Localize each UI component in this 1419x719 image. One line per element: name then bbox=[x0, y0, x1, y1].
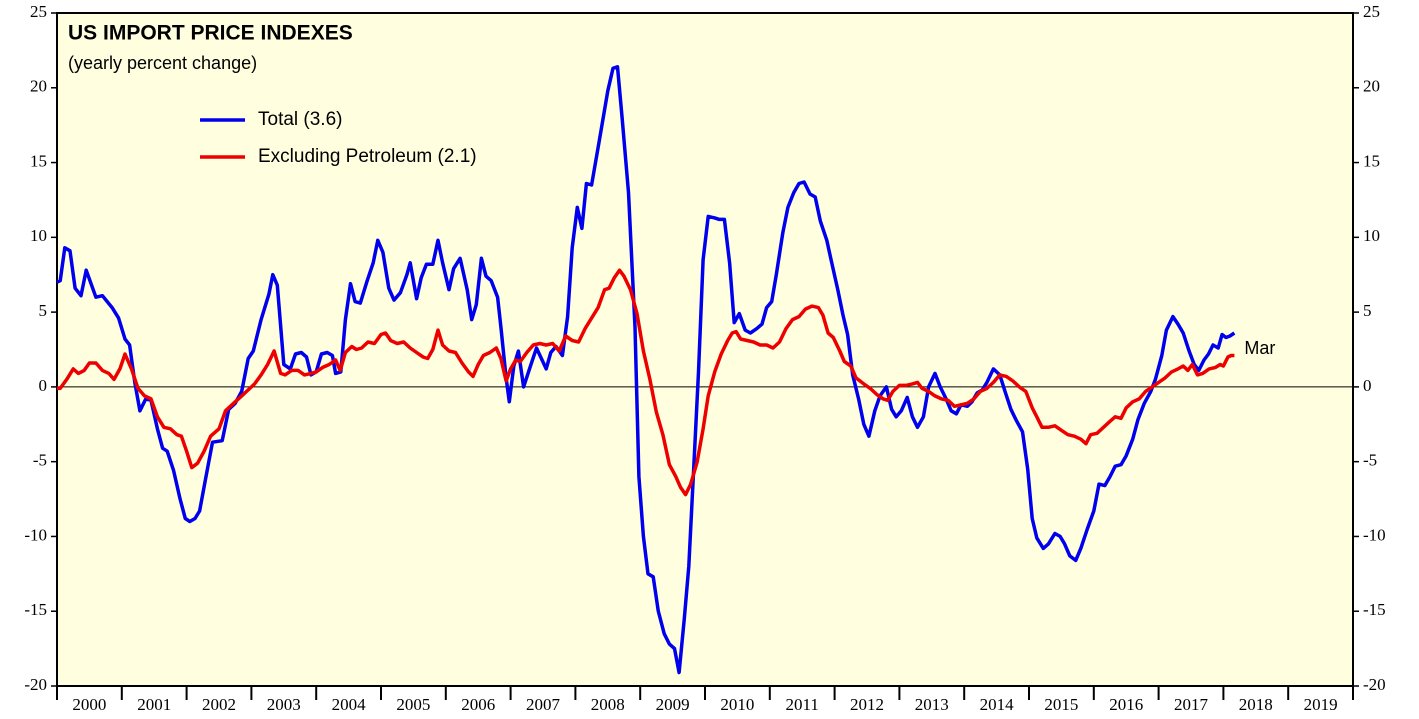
y2-tick-label: -10 bbox=[1363, 525, 1386, 544]
x-tick-label: 2012 bbox=[850, 695, 884, 714]
y-tick-label: 20 bbox=[30, 77, 47, 96]
y2-tick-label: 15 bbox=[1363, 151, 1380, 170]
y-tick-label: -15 bbox=[24, 600, 47, 619]
series-line bbox=[57, 268, 1235, 497]
x-tick-label: 2018 bbox=[1239, 695, 1273, 714]
chart-subtitle: (yearly percent change) bbox=[68, 53, 257, 73]
x-tick-label: 2000 bbox=[72, 695, 106, 714]
y2-tick-label: 10 bbox=[1363, 226, 1380, 245]
x-tick-label: 2007 bbox=[526, 695, 561, 714]
y2-tick-label: 5 bbox=[1363, 301, 1372, 320]
x-tick-label: 2013 bbox=[915, 695, 949, 714]
x-tick-label: 2014 bbox=[980, 695, 1015, 714]
x-tick-label: 2001 bbox=[137, 695, 171, 714]
legend-label: Excluding Petroleum (2.1) bbox=[258, 146, 477, 167]
y2-tick-label: -5 bbox=[1363, 451, 1377, 470]
y-tick-label: 15 bbox=[30, 151, 47, 170]
x-tick-label: 2017 bbox=[1174, 695, 1209, 714]
x-tick-label: 2019 bbox=[1304, 695, 1338, 714]
x-tick-label: 2015 bbox=[1044, 695, 1078, 714]
x-tick-label: 2003 bbox=[267, 695, 301, 714]
y2-tick-label: 25 bbox=[1363, 2, 1380, 21]
y2-tick-label: 0 bbox=[1363, 376, 1372, 395]
x-tick-label: 2002 bbox=[202, 695, 236, 714]
x-tick-label: 2005 bbox=[396, 695, 430, 714]
y2-tick-label: -20 bbox=[1363, 675, 1386, 694]
y-tick-label: 5 bbox=[39, 301, 48, 320]
y-tick-label: -10 bbox=[24, 525, 47, 544]
y-tick-label: -5 bbox=[33, 451, 47, 470]
chart-title: US IMPORT PRICE INDEXES bbox=[68, 22, 353, 45]
y2-tick-label: 20 bbox=[1363, 77, 1380, 96]
x-tick-label: 2006 bbox=[461, 695, 495, 714]
y2-tick-label: -15 bbox=[1363, 600, 1386, 619]
legend-label: Total (3.6) bbox=[258, 109, 342, 130]
plot-area bbox=[56, 12, 1354, 687]
x-tick-label: 2008 bbox=[591, 695, 625, 714]
x-tick-label: 2016 bbox=[1109, 695, 1143, 714]
x-tick-label: 2004 bbox=[332, 695, 367, 714]
y-tick-label: 25 bbox=[30, 2, 47, 21]
x-tick-label: 2011 bbox=[786, 695, 819, 714]
y-tick-label: -20 bbox=[24, 675, 47, 694]
x-tick-label: 2009 bbox=[656, 695, 690, 714]
x-tick-label: 2010 bbox=[720, 695, 754, 714]
annotation: Mar bbox=[1244, 338, 1275, 358]
y-tick-label: 10 bbox=[30, 226, 47, 245]
series-line bbox=[56, 65, 1236, 675]
y-tick-label: 0 bbox=[39, 376, 48, 395]
